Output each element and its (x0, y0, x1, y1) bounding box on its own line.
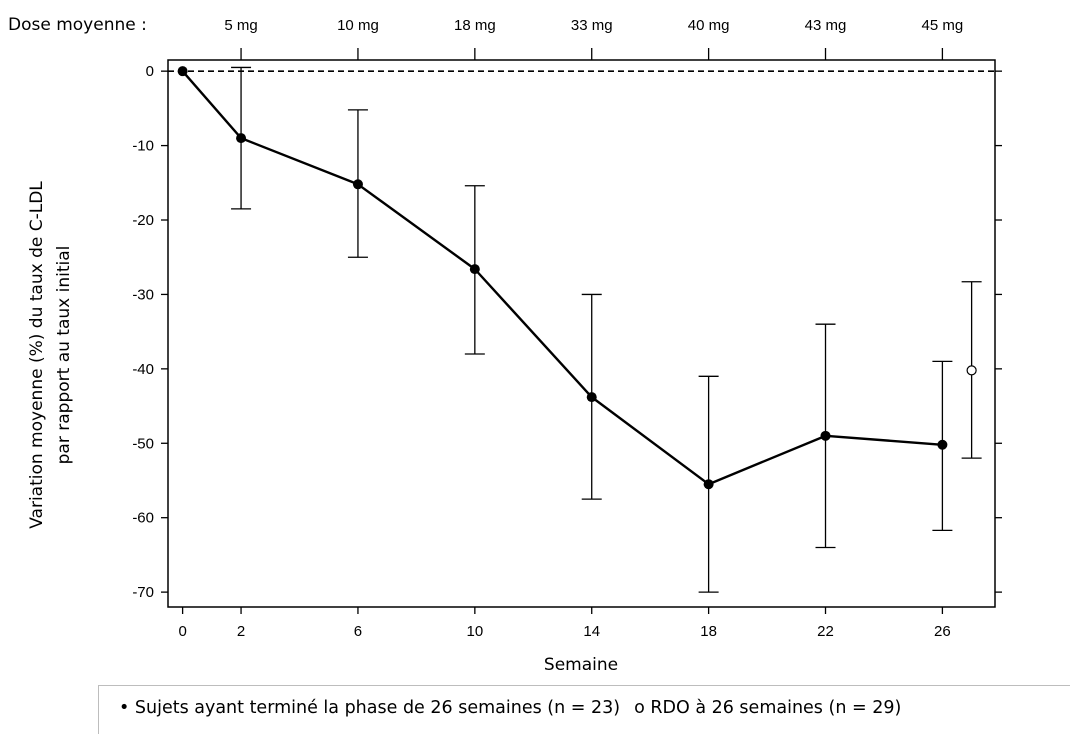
x-tick-label: 2 (237, 623, 245, 640)
dose-caption: Dose moyenne : (8, 15, 147, 35)
data-point (177, 66, 188, 77)
x-tick-label: 10 (466, 623, 483, 640)
dose-label: 43 mg (805, 17, 847, 34)
y-tick-label: 0 (146, 63, 154, 80)
data-point (937, 439, 948, 450)
y-axis-label-group: Variation moyenne (%) du taux de C-LDL p… (27, 181, 74, 529)
ldl-change-chart: Dose moyenne : 5 mg 10 mg 18 mg 33 mg 40 mg 4… (8, 15, 1002, 675)
y-tick-label: -40 (132, 361, 154, 378)
data-point (236, 133, 247, 144)
data-point (703, 479, 714, 490)
axes-layer: 0-10-20-30-40-50-60-700 2 6 10 14 18 22 26 (132, 63, 1002, 640)
dose-row: Dose moyenne : 5 mg 10 mg 18 mg 33 mg 40 mg 4… (8, 15, 963, 60)
x-tick-label: 6 (354, 623, 362, 640)
plot-frame (167, 59, 996, 608)
dose-label: 18 mg (454, 17, 496, 34)
y-axis-label-line2: par rapport au taux initial (54, 246, 74, 465)
data-point (586, 392, 597, 403)
dose-label: 10 mg (337, 17, 379, 34)
legend-item-rdo: ο RDO à 26 semaines (n = 29) (634, 698, 902, 718)
legend: • Sujets ayant terminé la phase de 26 se… (98, 685, 1070, 734)
x-tick-label: 0 (178, 623, 186, 640)
x-tick-label: 14 (583, 623, 600, 640)
dose-label: 5 mg (224, 17, 257, 34)
y-tick-label: -50 (132, 435, 154, 452)
data-point (352, 179, 363, 190)
data-point-open (966, 365, 977, 376)
y-tick-label: -20 (132, 212, 154, 229)
data-point (469, 264, 480, 275)
x-tick-label: 22 (817, 623, 834, 640)
legend-item-completers: • Sujets ayant terminé la phase de 26 se… (119, 698, 621, 718)
y-tick-label: -10 (132, 138, 154, 155)
dose-label: 45 mg (922, 17, 964, 34)
series-layer (177, 66, 982, 593)
y-tick-label: -30 (132, 286, 154, 303)
series-line (181, 70, 943, 486)
data-point (820, 430, 831, 441)
y-axis-label-line1: Variation moyenne (%) du taux de C-LDL (27, 181, 47, 529)
x-tick-label: 18 (700, 623, 717, 640)
dose-label: 40 mg (688, 17, 730, 34)
x-tick-label: 26 (934, 623, 951, 640)
legend-row: • Sujets ayant terminé la phase de 26 se… (119, 698, 901, 718)
x-axis-label: Semaine (544, 655, 618, 675)
y-tick-label: -70 (132, 584, 154, 601)
y-tick-label: -60 (132, 510, 154, 527)
dose-label: 33 mg (571, 17, 613, 34)
